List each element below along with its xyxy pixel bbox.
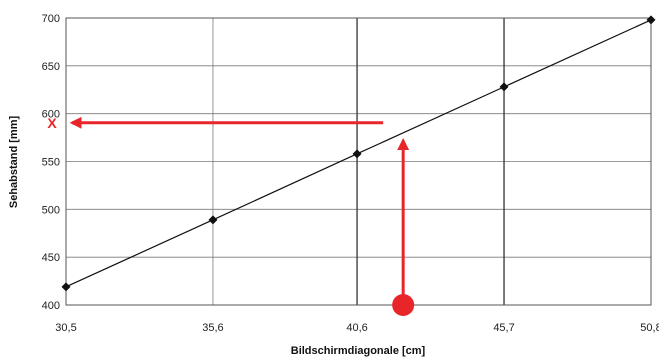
y-tick-label: 500 [42, 204, 60, 216]
marker-dot [392, 294, 415, 316]
data-point [352, 149, 362, 159]
data-point [646, 15, 656, 25]
y-axis-label: Sehabstand [mm] [8, 116, 20, 209]
data-point [208, 215, 218, 225]
y-tick-label: 650 [42, 61, 60, 73]
y-tick-label: 600 [42, 109, 60, 121]
plot-area-frame [65, 17, 652, 306]
y-tick-label: 450 [42, 252, 60, 264]
x-tick-label: 40,6 [346, 322, 367, 334]
annotation: X [47, 115, 415, 316]
x-tick-label: 45,7 [493, 322, 514, 334]
x-marker-label: X [47, 115, 57, 131]
y-tick-label: 550 [42, 157, 60, 169]
tick-labels: 400 450 500 550 600 650 700 30,5 35,6 40,6 45,7 50,… [42, 13, 659, 334]
x-tick-label: 50,8 [640, 322, 659, 334]
x-tick-label: 35,6 [202, 322, 223, 334]
data-series [61, 15, 656, 292]
data-point [61, 282, 71, 292]
y-tick-label: 400 [42, 300, 60, 312]
x-axis-label: Bildschirmdiagonale [cm] [291, 345, 426, 357]
data-point [499, 82, 509, 92]
y-tick-label: 700 [42, 13, 60, 25]
x-tick-label: 30,5 [55, 322, 76, 334]
grid [65, 17, 652, 306]
